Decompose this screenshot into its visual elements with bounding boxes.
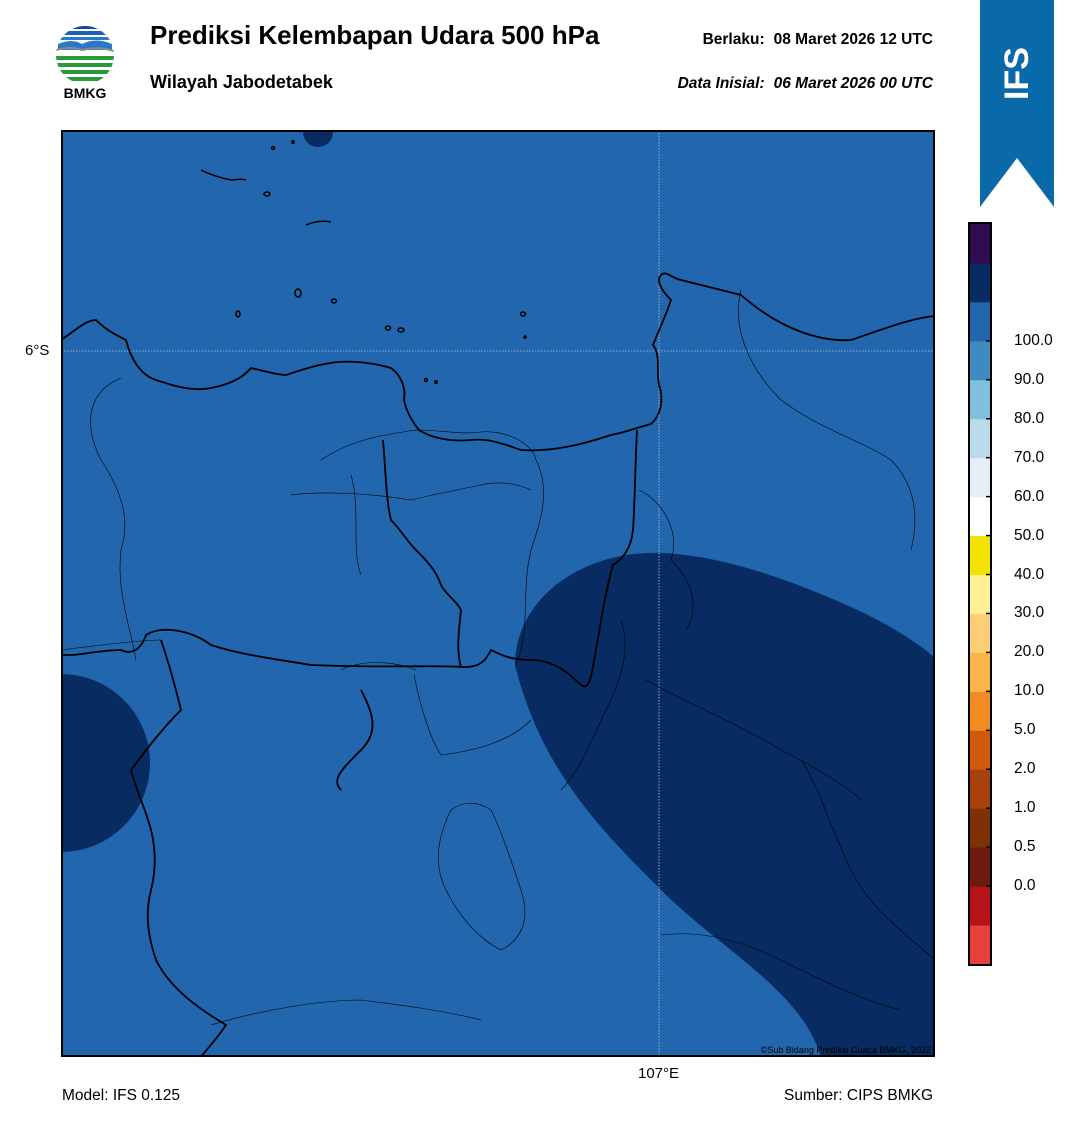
- colorbar-tick-label: 10.0: [1014, 682, 1045, 700]
- colorbar-tick-label: 60.0: [1014, 487, 1045, 505]
- field-90-100-east: [515, 552, 935, 1057]
- colorbar-segment: [970, 886, 990, 926]
- colorbar-segment: [970, 613, 990, 653]
- ifs-badge: IFS: [980, 0, 1054, 210]
- colorbar-tick-label: 20.0: [1014, 643, 1045, 661]
- province-boundaries: [61, 272, 935, 1057]
- bmkg-logo: BMKG: [52, 20, 118, 102]
- page-title: Prediksi Kelembapan Udara 500 hPa: [150, 20, 600, 50]
- colorbar-segment: [970, 262, 990, 303]
- map-frame: [61, 130, 935, 1057]
- valid-time: Berlaku: 08 Maret 2026 12 UTC: [703, 31, 933, 49]
- colorbar-tick-label: 40.0: [1014, 565, 1045, 583]
- colorbar-segment: [970, 379, 990, 420]
- colorbar-segment: [970, 224, 990, 264]
- field-90-100-north: [303, 130, 333, 147]
- colorbar-frame: [968, 222, 992, 966]
- colorbar-segment: [970, 301, 990, 342]
- humidity-map: ©Sub Bidang Prediksi Cuaca BMKG, 2022: [61, 130, 935, 1057]
- colorbar-tick-label: 70.0: [1014, 448, 1045, 466]
- district-boundaries: [61, 289, 935, 1026]
- colorbar-tick-label: 2.0: [1014, 760, 1036, 778]
- colorbar-segment: [970, 769, 990, 809]
- latitude-label: 6°S: [25, 342, 50, 359]
- ifs-badge-text: IFS: [997, 46, 1036, 100]
- valid-time-label: Berlaku:: [702, 31, 765, 48]
- colorbar-tick-label: 30.0: [1014, 604, 1045, 622]
- colorbar-tick-label: 50.0: [1014, 526, 1045, 544]
- region-subtitle: Wilayah Jabodetabek: [150, 72, 333, 92]
- source-label: Sumber: CIPS BMKG: [783, 1087, 933, 1104]
- colorbar-segment: [970, 574, 990, 614]
- colorbar-segment: [970, 847, 990, 887]
- initial-time: Data Inisial: 06 Maret 2026 00 UTC: [678, 75, 933, 93]
- colorbar-tick-label: 1.0: [1014, 799, 1036, 817]
- initial-time-value: 06 Maret 2026 00 UTC: [773, 75, 933, 92]
- thousand-islands: [200, 140, 527, 384]
- longitude-label: 107°E: [638, 1065, 680, 1082]
- initial-time-label: Data Inisial:: [677, 75, 765, 92]
- colorbar-segment: [970, 496, 990, 537]
- colorbar-segment: [970, 652, 990, 692]
- colorbar-segment: [970, 457, 990, 498]
- colorbar-tick-label: 100.0: [1014, 331, 1053, 349]
- colorbar-segment: [970, 418, 990, 459]
- logo-text: BMKG: [64, 85, 107, 101]
- colorbar: [968, 222, 992, 966]
- colorbar-segment: [970, 808, 990, 848]
- valid-time-value: 08 Maret 2026 12 UTC: [773, 31, 933, 48]
- model-label: Model: IFS 0.125: [62, 1087, 181, 1104]
- colorbar-tick-label: 0.5: [1014, 838, 1036, 856]
- colorbar-segment: [970, 691, 990, 731]
- colorbar-tick-label: 0.0: [1014, 877, 1036, 895]
- colorbar-tick-label: 80.0: [1014, 409, 1045, 427]
- colorbar-segment: [970, 340, 990, 381]
- colorbar-segment: [970, 925, 990, 965]
- colorbar-tick-label: 5.0: [1014, 721, 1036, 739]
- colorbar-tick-label: 90.0: [1014, 370, 1045, 388]
- colorbar-segment: [970, 535, 990, 576]
- field-90-100-west: [61, 674, 150, 852]
- map-copyright: ©Sub Bidang Prediksi Cuaca BMKG, 2022: [761, 1045, 931, 1055]
- colorbar-segment: [970, 730, 990, 770]
